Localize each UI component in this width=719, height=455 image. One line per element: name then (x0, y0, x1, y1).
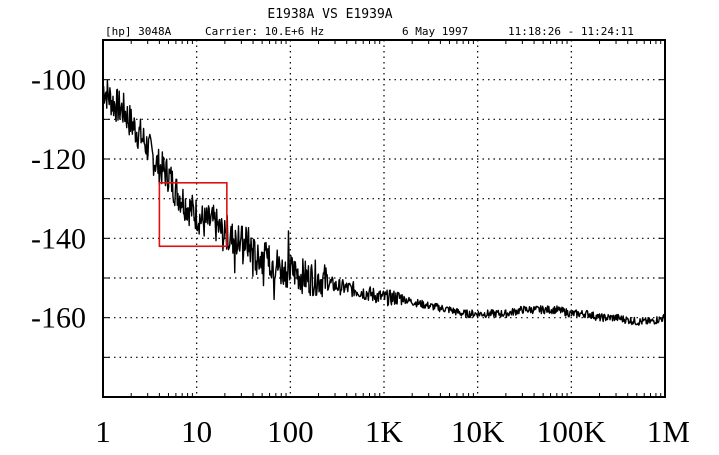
x-tick-label: 1K (365, 414, 404, 449)
x-tick-label: 1M (647, 414, 690, 449)
date-label: 6 May 1997 (402, 25, 468, 38)
y-axis-labels: -100 -120 -140 -160 (31, 64, 86, 335)
x-tick-label: 10K (451, 414, 505, 449)
y-tick-label: -140 (31, 222, 86, 255)
instrument-label: [hp] 3048A (105, 25, 172, 38)
x-axis-labels: 1 10 100 1K 10K 100K 1M (95, 414, 690, 449)
y-tick-label: -160 (31, 302, 86, 335)
x-tick-label: 1 (95, 414, 111, 449)
y-tick-label: -100 (31, 64, 86, 97)
chart-title: E1938A VS E1939A (267, 7, 392, 22)
y-tick-label: -120 (31, 143, 86, 176)
x-tick-label: 100 (267, 414, 314, 449)
x-tick-label: 10 (181, 414, 212, 449)
highlight-box (158, 182, 228, 248)
axis-ticks (103, 40, 665, 397)
annotation-layer (158, 182, 228, 248)
x-tick-label: 100K (537, 414, 607, 449)
plot-frame (102, 39, 666, 398)
series-layer (102, 79, 666, 326)
carrier-label: Carrier: 10.E+6 Hz (205, 25, 324, 38)
series-line-0 (102, 79, 666, 326)
grid-lines (103, 40, 665, 397)
time-range-label: 11:18:26 - 11:24:11 (508, 25, 634, 38)
